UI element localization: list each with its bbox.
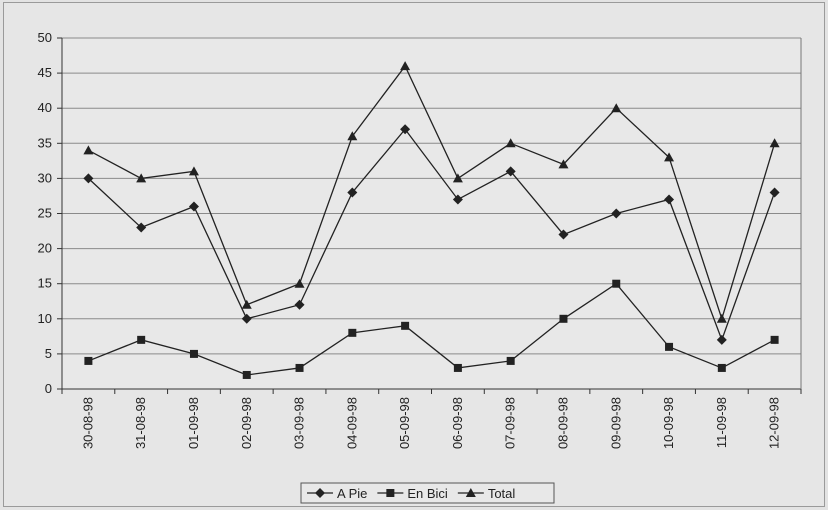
x-tick-label: 09-09-98	[608, 397, 623, 449]
data-point	[559, 314, 568, 323]
data-point	[188, 166, 199, 176]
x-tick-label: 11-09-98	[714, 397, 729, 448]
data-point	[717, 363, 726, 372]
legend-box	[300, 482, 555, 504]
y-tick-label: 30	[38, 170, 52, 185]
axes: 0 5 10 15 20 25 30 35 40 45 50 30-08-98 31-08-98 01-0…	[38, 30, 802, 449]
y-tick-label: 15	[38, 276, 52, 291]
data-point	[769, 138, 780, 148]
y-tick-label: 50	[38, 30, 52, 45]
data-point	[612, 279, 621, 288]
series-line	[88, 282, 775, 376]
data-point	[400, 124, 411, 135]
y-tick-label: 45	[38, 65, 52, 80]
data-point	[664, 152, 675, 162]
data-point	[347, 131, 358, 141]
data-point	[242, 370, 251, 379]
data-point	[664, 194, 675, 205]
series-a-pie	[83, 124, 780, 345]
data-point	[347, 187, 358, 198]
data-point	[506, 356, 515, 365]
legend-marker	[386, 489, 395, 497]
data-point	[558, 159, 569, 169]
data-point	[505, 166, 516, 177]
data-point	[83, 145, 94, 155]
x-tick-label: 05-09-98	[397, 397, 412, 449]
data-point	[716, 334, 727, 345]
series-line	[87, 128, 776, 342]
series-total	[83, 61, 780, 323]
data-point	[400, 61, 411, 71]
x-tick-label: 12-09-98	[767, 397, 782, 449]
data-point	[401, 321, 410, 330]
x-tick-label: 04-09-98	[344, 397, 359, 449]
data-point	[136, 222, 147, 233]
data-point	[295, 363, 304, 372]
line-chart: 0 5 10 15 20 25 30 35 40 45 50 30-08-98 31-08-98 01-0…	[38, 30, 802, 504]
y-tick-label: 40	[38, 100, 52, 115]
gridlines	[62, 37, 801, 389]
x-tick-label: 31-08-98	[133, 397, 148, 449]
data-point	[136, 173, 147, 183]
data-point	[770, 335, 779, 344]
y-tick-label: 0	[45, 381, 52, 396]
y-tick-label: 25	[38, 206, 52, 221]
x-tick-label: 07-09-98	[503, 397, 518, 449]
series-en-bici	[84, 279, 779, 379]
chart-frame: 0 5 10 15 20 25 30 35 40 45 50 30-08-98 31-08-98 01-0…	[3, 2, 825, 507]
legend-marker	[465, 488, 476, 497]
data-point	[348, 328, 357, 337]
y-tick-label: 5	[45, 346, 52, 361]
data-point	[716, 313, 727, 323]
y-tick-label: 10	[38, 311, 52, 326]
data-point	[453, 363, 462, 372]
legend-label: En Bici	[407, 486, 448, 501]
data-point	[241, 313, 252, 324]
data-point	[294, 299, 305, 310]
data-point	[137, 335, 146, 344]
x-tick-label: 02-09-98	[239, 397, 254, 449]
data-point	[188, 201, 199, 212]
data-point	[558, 229, 569, 240]
data-point	[241, 299, 252, 309]
x-tick-label: 30-08-98	[80, 397, 95, 449]
data-point	[452, 173, 463, 183]
data-point	[611, 103, 622, 113]
legend-marker	[315, 488, 325, 498]
legend-label: A Pie	[337, 486, 367, 501]
data-point	[83, 173, 94, 184]
data-point	[189, 349, 198, 358]
data-point	[665, 342, 674, 351]
data-point	[505, 138, 516, 148]
data-point	[769, 187, 780, 198]
data-point	[84, 356, 93, 365]
x-tick-label: 06-09-98	[450, 397, 465, 449]
x-tick-label: 10-09-98	[661, 397, 676, 449]
x-tick-label: 08-09-98	[555, 397, 570, 449]
data-point	[611, 208, 622, 219]
series-lines	[83, 61, 780, 379]
legend-label: Total	[488, 486, 516, 501]
data-point	[452, 194, 463, 205]
data-point	[294, 278, 305, 288]
legend: A Pie En Bici Total	[300, 482, 555, 504]
series-line	[88, 64, 776, 321]
y-tick-label: 35	[38, 135, 52, 150]
x-tick-label: 01-09-98	[186, 397, 201, 449]
y-tick-label: 20	[38, 241, 52, 256]
x-tick-label: 03-09-98	[292, 397, 307, 449]
